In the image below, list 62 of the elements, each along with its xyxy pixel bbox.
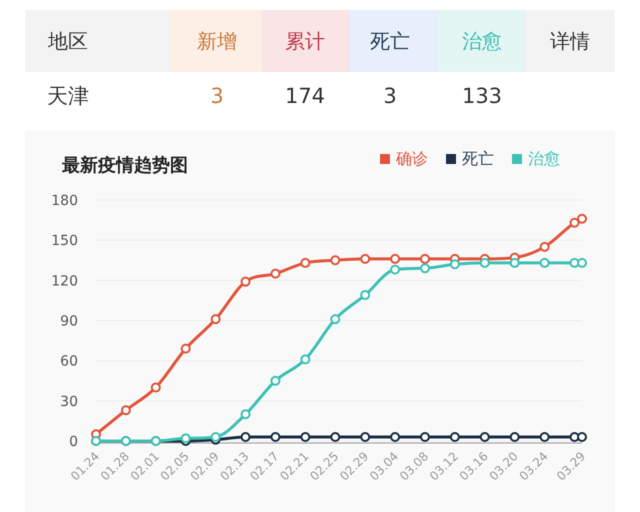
point bbox=[360, 290, 370, 300]
text: 3 bbox=[210, 84, 224, 108]
point bbox=[330, 432, 340, 442]
legend-label: 治愈 bbox=[528, 149, 560, 168]
y-tick-label: 30 bbox=[60, 394, 78, 410]
y-tick-label: 60 bbox=[60, 354, 78, 370]
point bbox=[240, 432, 251, 442]
point bbox=[420, 432, 430, 442]
point bbox=[360, 432, 370, 442]
chart-title: 最新疫情趋势图 bbox=[61, 155, 188, 176]
point bbox=[450, 259, 460, 270]
point bbox=[300, 258, 310, 268]
point bbox=[510, 432, 520, 442]
point bbox=[270, 432, 280, 442]
point bbox=[210, 314, 221, 324]
point bbox=[300, 432, 310, 442]
point bbox=[540, 432, 550, 442]
y-tick-label: 180 bbox=[51, 193, 78, 209]
point bbox=[240, 276, 251, 287]
text: 累计 bbox=[285, 29, 325, 53]
point bbox=[577, 258, 587, 268]
text: 3 bbox=[383, 84, 397, 108]
point bbox=[570, 218, 580, 228]
point bbox=[240, 409, 251, 420]
point bbox=[270, 376, 280, 386]
point bbox=[480, 258, 490, 268]
point bbox=[270, 268, 280, 279]
point bbox=[420, 254, 430, 264]
point bbox=[510, 258, 520, 268]
point bbox=[390, 254, 400, 264]
text: 死亡 bbox=[370, 29, 410, 53]
point bbox=[180, 433, 191, 444]
y-tick-label: 90 bbox=[60, 314, 78, 330]
text: 地区 bbox=[47, 29, 88, 53]
point bbox=[150, 382, 161, 392]
point bbox=[180, 344, 191, 354]
point bbox=[300, 354, 310, 364]
text: 133 bbox=[462, 84, 502, 108]
point bbox=[210, 432, 221, 442]
point bbox=[577, 214, 587, 224]
point bbox=[360, 254, 370, 264]
text: 天津 bbox=[47, 84, 89, 108]
y-tick-label: 120 bbox=[51, 273, 78, 290]
point bbox=[120, 405, 131, 416]
point bbox=[577, 432, 587, 442]
point bbox=[420, 263, 430, 274]
point bbox=[330, 255, 340, 266]
text: 新增 bbox=[197, 29, 237, 53]
point bbox=[390, 264, 400, 275]
y-tick-label: 0 bbox=[69, 434, 78, 450]
text: 详情 bbox=[550, 29, 590, 53]
y-tick-label: 150 bbox=[51, 233, 78, 250]
legend-label: 确诊 bbox=[395, 149, 428, 168]
point bbox=[480, 432, 490, 442]
point bbox=[390, 432, 400, 442]
legend-label: 死亡 bbox=[462, 149, 494, 168]
point bbox=[540, 258, 550, 268]
point bbox=[450, 432, 460, 442]
point bbox=[540, 242, 550, 252]
point bbox=[330, 314, 340, 324]
text: 治愈 bbox=[462, 29, 502, 53]
text: 174 bbox=[284, 84, 326, 108]
